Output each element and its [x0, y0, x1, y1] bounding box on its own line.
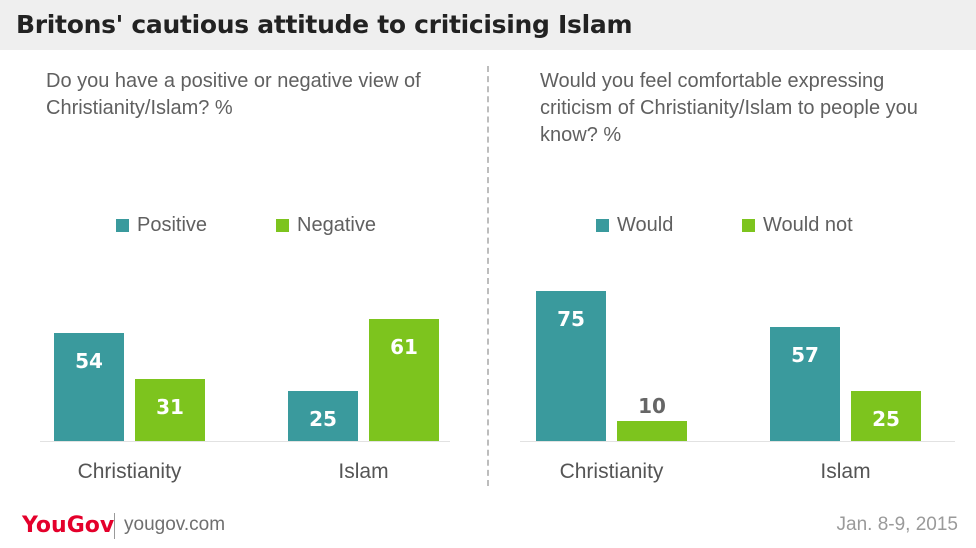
bar-right-islam-would-not	[851, 391, 921, 441]
legend-label: Would	[617, 214, 674, 236]
category-label: Christianity	[560, 460, 664, 483]
footer-date: Jan. 8-9, 2015	[836, 514, 958, 535]
legend-label: Would not	[763, 214, 853, 236]
category-label: Islam	[338, 460, 388, 483]
data-label: 25	[309, 407, 337, 431]
yougov-logo: YouGov	[22, 513, 115, 538]
legend-swatch-teal	[596, 219, 609, 232]
legend-label: Negative	[297, 214, 376, 236]
legend-left-positive: Positive	[116, 214, 207, 237]
bar-left-christianity-negative	[135, 379, 205, 441]
legend-swatch-green	[742, 219, 755, 232]
bar-right-christianity-would-not	[617, 421, 687, 441]
data-label: 25	[872, 407, 900, 431]
legend-right-would: Would	[596, 214, 673, 237]
legend-swatch-teal	[116, 219, 129, 232]
data-label: 54	[75, 349, 103, 373]
legend-right-would-not: Would not	[742, 214, 853, 237]
data-label: 31	[156, 395, 184, 419]
footer-site: yougov.com	[124, 514, 226, 535]
bar-right-christianity-would	[536, 291, 606, 441]
panel-divider	[487, 66, 489, 486]
chart-title: Britons' cautious attitude to criticisin…	[16, 10, 633, 39]
data-label: 61	[390, 335, 418, 359]
legend-swatch-green	[276, 219, 289, 232]
title-bar: Britons' cautious attitude to criticisin…	[0, 0, 976, 50]
bar-right-islam-would	[770, 327, 840, 441]
legend-label: Positive	[137, 214, 208, 236]
left-question: Do you have a positive or negative view …	[46, 70, 421, 119]
category-label: Islam	[820, 460, 870, 483]
right-question: Would you feel comfortable expressing cr…	[540, 70, 918, 146]
legend-left-negative: Negative	[276, 214, 376, 237]
data-label: 10	[638, 394, 666, 418]
category-label: Christianity	[78, 460, 182, 483]
footer-separator	[114, 513, 115, 539]
bar-left-islam-negative	[369, 319, 439, 441]
bar-left-christianity-positive	[54, 333, 124, 441]
bar-left-islam-positive	[288, 391, 358, 441]
data-label: 57	[791, 343, 819, 367]
data-label: 75	[557, 307, 585, 331]
